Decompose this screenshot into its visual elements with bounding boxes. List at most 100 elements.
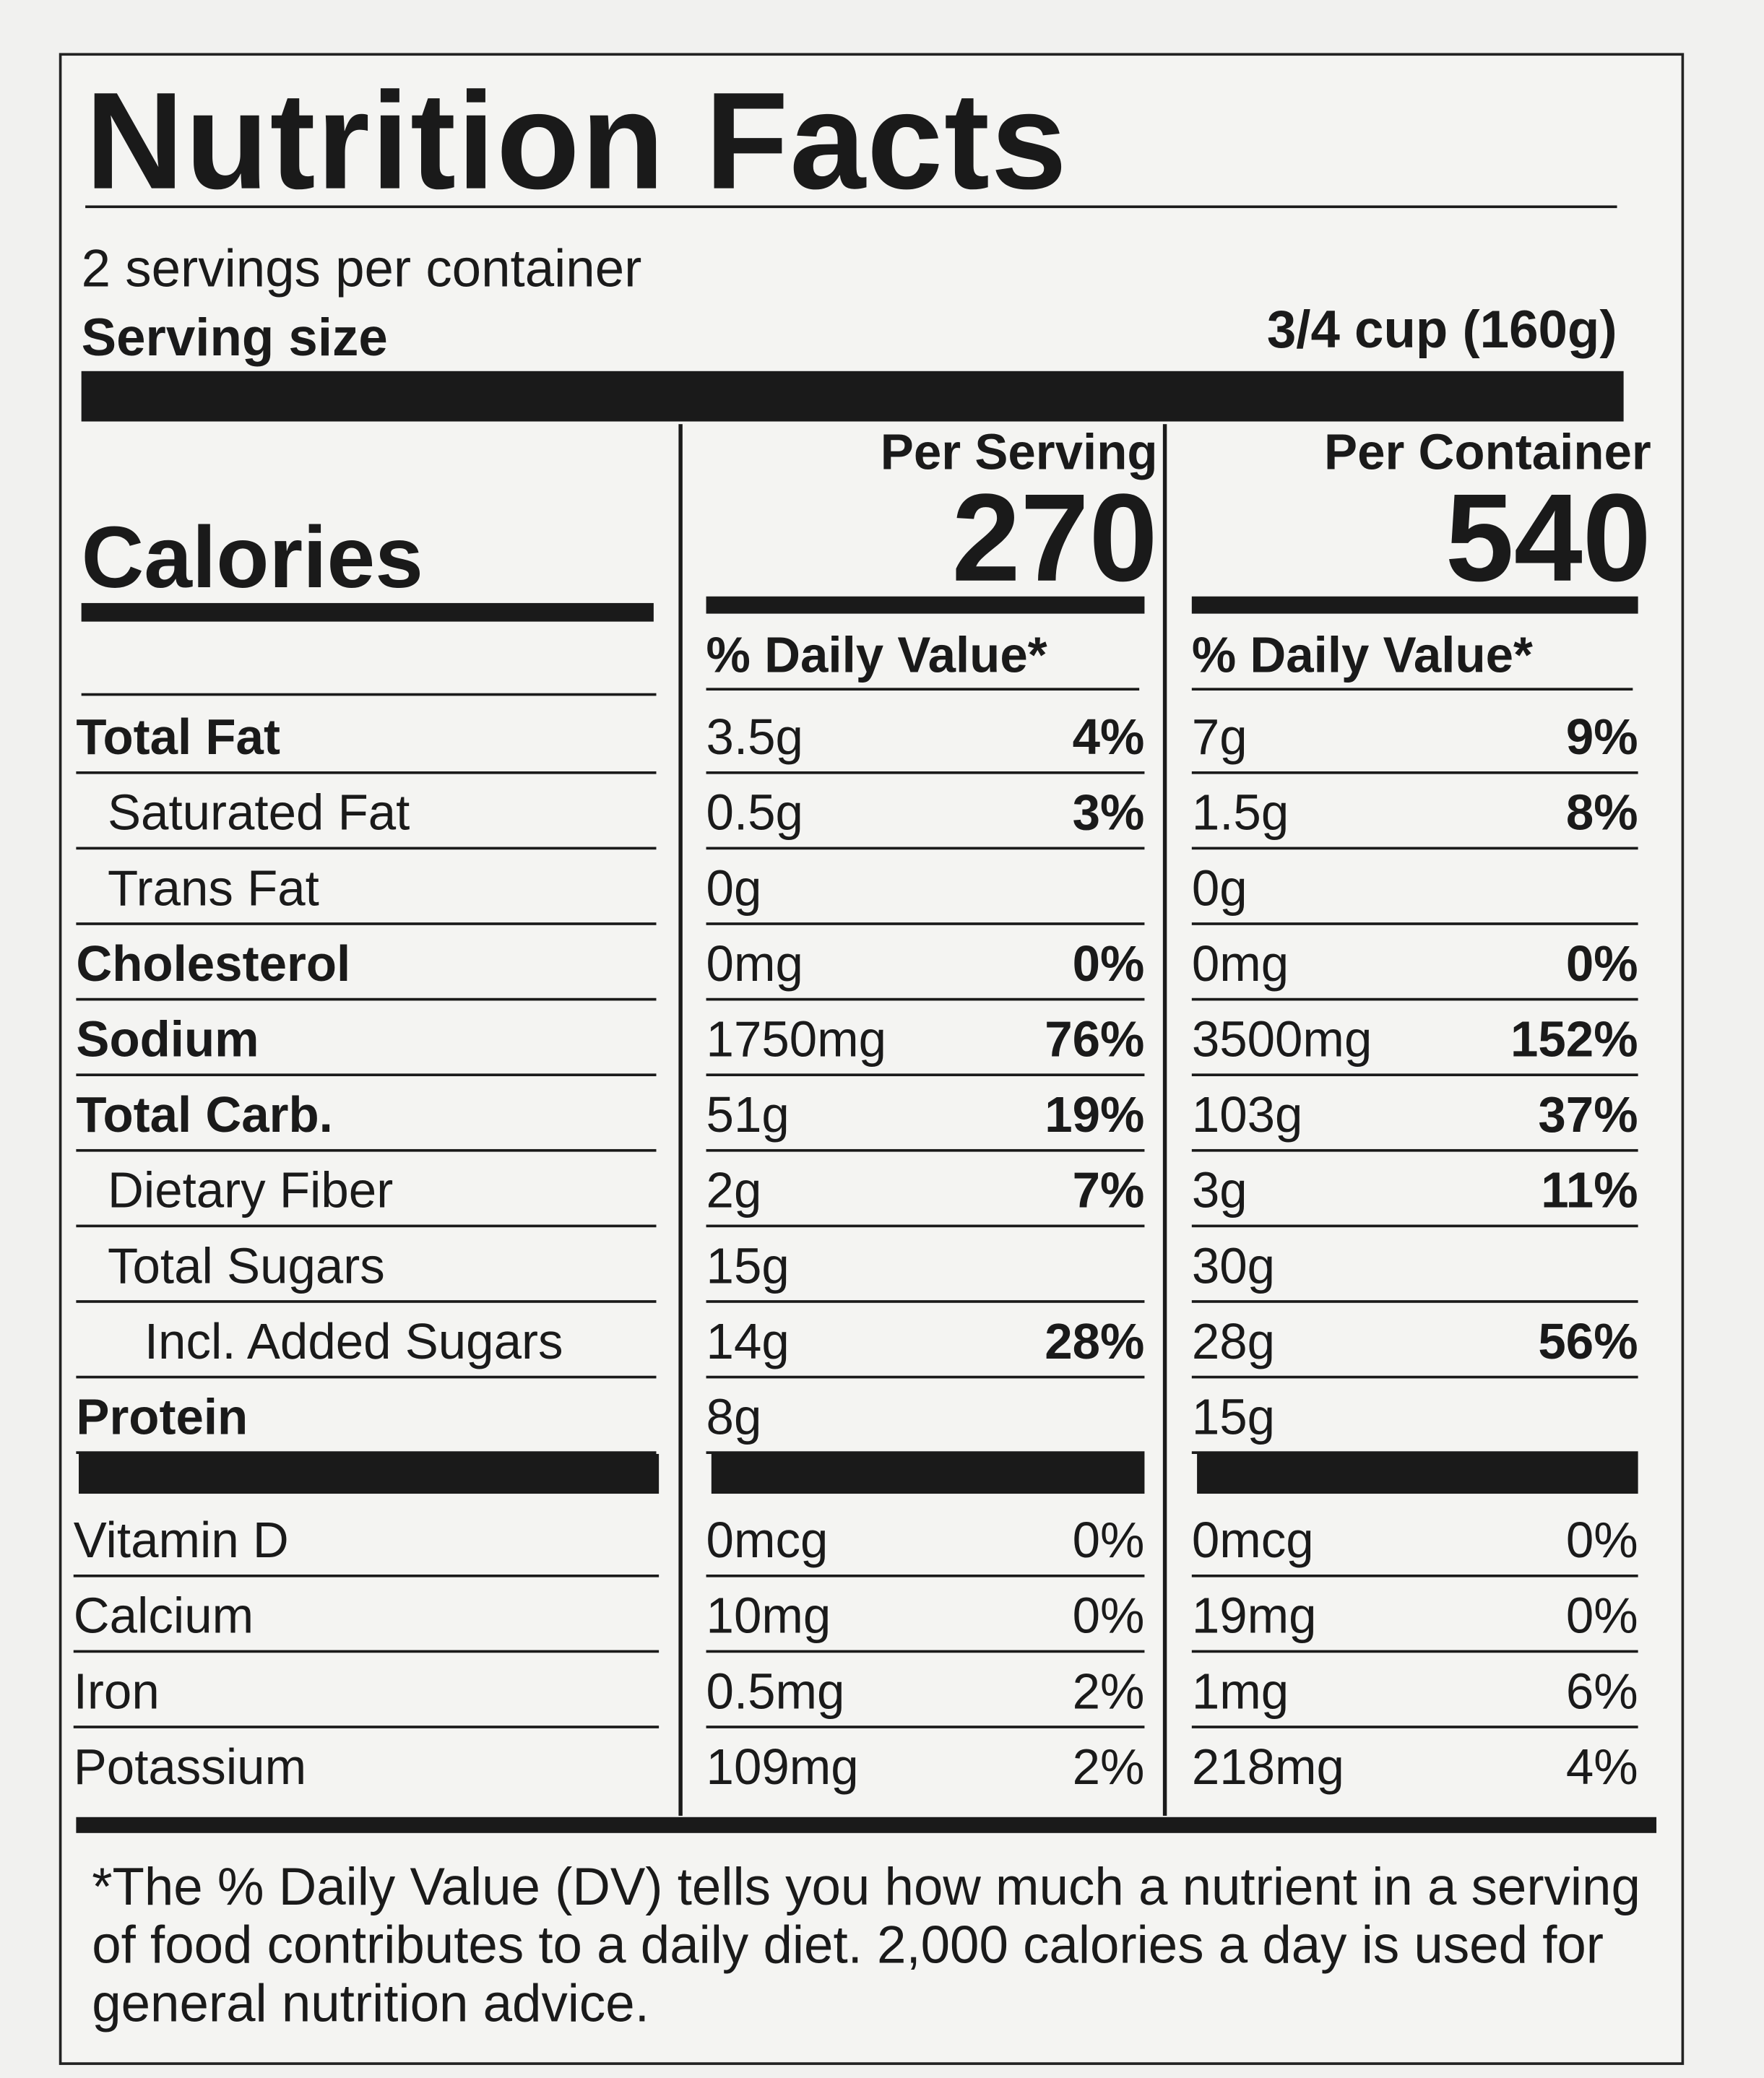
row-rule — [76, 1073, 657, 1077]
row-rule — [73, 1574, 660, 1577]
row-rule — [1191, 922, 1638, 925]
daily-value: 2% — [1072, 1740, 1145, 1796]
calories-bar — [706, 596, 1145, 614]
nutrient-name: Incl. Added Sugars — [144, 1315, 563, 1371]
column-divider — [1162, 424, 1167, 1816]
daily-value: 11% — [1541, 1164, 1638, 1220]
row-rule — [1191, 847, 1638, 850]
amount: 0.5g — [706, 786, 803, 842]
amount: 0g — [706, 861, 762, 917]
amount: 10mg — [706, 1589, 831, 1645]
row-rule — [1191, 1375, 1638, 1379]
amount: 28g — [1191, 1315, 1276, 1371]
column-calories: 270 — [951, 467, 1158, 607]
row-rule — [706, 1650, 1145, 1653]
thick-bar — [1197, 1453, 1638, 1494]
amount: 3500mg — [1191, 1012, 1372, 1069]
daily-value: 0% — [1072, 937, 1145, 993]
row-rule — [73, 1650, 660, 1653]
daily-value: 0% — [1072, 1589, 1145, 1645]
amount: 1mg — [1191, 1664, 1289, 1720]
row-rule — [76, 1451, 657, 1454]
row-rule — [706, 847, 1145, 850]
amount: 103g — [1191, 1088, 1303, 1144]
nutrient-name: Potassium — [73, 1740, 307, 1796]
column-header: Per Serving — [880, 425, 1158, 482]
daily-value: 0% — [1565, 1589, 1638, 1645]
daily-value: 56% — [1538, 1315, 1638, 1371]
row-rule — [706, 1574, 1145, 1577]
thick-bar — [79, 1453, 660, 1494]
row-rule — [706, 1073, 1145, 1077]
daily-value: 7% — [1072, 1164, 1145, 1220]
row-rule — [76, 1224, 657, 1228]
daily-value: 0% — [1565, 1513, 1638, 1570]
nutrient-name: Total Sugars — [107, 1239, 385, 1295]
row-rule — [1191, 997, 1638, 1001]
daily-value: 19% — [1045, 1088, 1145, 1144]
thick-bar — [76, 1817, 1657, 1833]
amount: 7g — [1191, 710, 1248, 766]
row-rule — [1191, 1574, 1638, 1577]
amount: 0mg — [1191, 937, 1289, 993]
daily-value: 0% — [1565, 937, 1638, 993]
amount: 0mcg — [1191, 1513, 1314, 1570]
servings: 2 servings per container — [81, 240, 642, 298]
amount: 2g — [706, 1164, 762, 1220]
daily-value: 8% — [1565, 786, 1638, 842]
row-rule — [706, 1726, 1145, 1728]
nutrient-name: Iron — [73, 1664, 160, 1720]
nutrient-name: Dietary Fiber — [107, 1164, 394, 1220]
nutrient-name: Protein — [76, 1390, 248, 1446]
amount: 0mg — [706, 937, 803, 993]
nutrient-name: Total Carb. — [76, 1088, 333, 1144]
nutrient-name: Sodium — [76, 1012, 259, 1069]
row-rule — [706, 771, 1145, 774]
daily-value: 152% — [1510, 1012, 1638, 1069]
amount: 3g — [1191, 1164, 1248, 1220]
row-rule — [1191, 1650, 1638, 1653]
amount: 0.5mg — [706, 1664, 845, 1720]
amount: 19mg — [1191, 1589, 1317, 1645]
row-rule — [76, 922, 657, 925]
serving-size-label: Serving size — [81, 308, 388, 368]
row-rule — [1191, 1148, 1638, 1152]
daily-value: 37% — [1538, 1088, 1638, 1144]
rule — [81, 693, 657, 696]
column-calories: 540 — [1445, 467, 1651, 607]
column-divider — [678, 424, 683, 1816]
nutrient-name: Total Fat — [76, 710, 280, 766]
calories-bar — [81, 602, 654, 622]
daily-value: 6% — [1565, 1664, 1638, 1720]
row-rule — [706, 1224, 1145, 1228]
nutrient-name: Saturated Fat — [107, 786, 410, 842]
row-rule — [706, 1451, 1145, 1454]
amount: 3.5g — [706, 710, 803, 766]
row-rule — [76, 847, 657, 850]
row-rule — [1191, 1073, 1638, 1077]
dv-header: % Daily Value* — [1191, 628, 1533, 684]
daily-value: 9% — [1565, 710, 1638, 766]
amount: 15g — [706, 1239, 790, 1295]
amount: 30g — [1191, 1239, 1276, 1295]
thick-bar — [711, 1453, 1145, 1494]
row-rule — [1191, 1726, 1638, 1728]
amount: 1750mg — [706, 1012, 887, 1069]
serving-size-value: 3/4 cup (160g) — [1266, 300, 1617, 360]
row-rule — [706, 922, 1145, 925]
column-header: Per Container — [1324, 425, 1651, 482]
row-rule — [73, 1726, 660, 1728]
row-rule — [76, 771, 657, 774]
row-rule — [1191, 1224, 1638, 1228]
amount: 218mg — [1191, 1740, 1344, 1796]
title: Nutrition Facts — [85, 64, 1068, 219]
row-rule — [1191, 1300, 1638, 1303]
daily-value: 4% — [1565, 1740, 1638, 1796]
row-rule — [706, 1300, 1145, 1303]
row-rule — [1191, 1451, 1638, 1454]
nutrient-name: Trans Fat — [107, 861, 319, 917]
rule — [706, 688, 1140, 691]
row-rule — [76, 997, 657, 1001]
footnote: *The % Daily Value (DV) tells you how mu… — [92, 1858, 1640, 2033]
